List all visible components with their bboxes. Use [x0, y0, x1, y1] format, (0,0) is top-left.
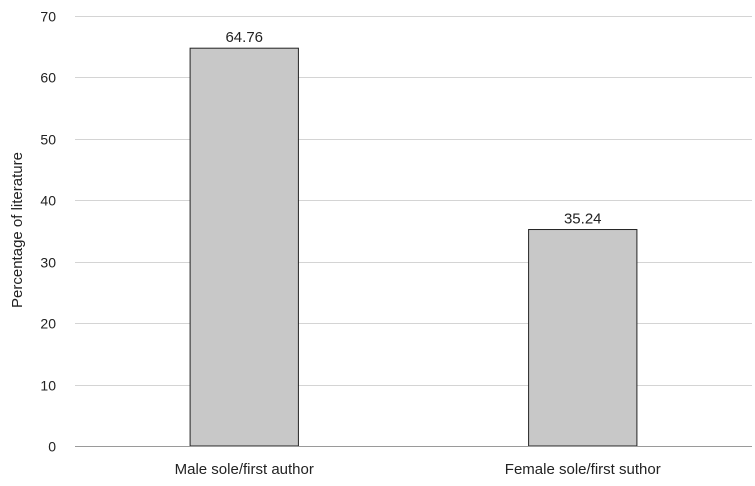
y-tick-label: 10 [40, 378, 56, 394]
bar-value-label: 64.76 [225, 29, 263, 46]
x-category-label: Female sole/first suthor [505, 461, 661, 478]
y-tick-label: 40 [40, 193, 56, 209]
y-tick-label: 70 [40, 9, 56, 25]
y-tick-label: 50 [40, 132, 56, 148]
y-tick-label: 20 [40, 316, 56, 332]
y-tick-label: 60 [40, 70, 56, 86]
gridlines [75, 16, 752, 386]
labels: 0 10 20 30 40 50 60 70 64.76 Male sole/first auth… [40, 9, 660, 479]
y-axis-title: Percentage of literature [9, 152, 26, 308]
y-tick-label: 0 [48, 439, 56, 455]
y-tick-label: 30 [40, 255, 56, 271]
bar-1 [189, 47, 299, 447]
bars [189, 47, 638, 447]
bar-value-label: 35.24 [564, 211, 602, 228]
x-category-label: Male sole/first author [175, 461, 314, 478]
bar-2 [528, 229, 638, 447]
